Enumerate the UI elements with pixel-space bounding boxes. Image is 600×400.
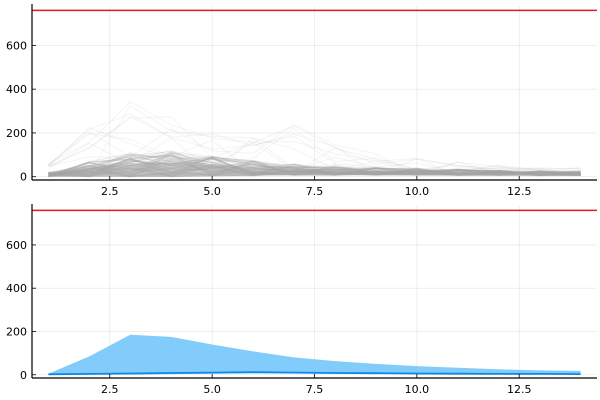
top-panel-ensemble-chart: 2.5 5.0 7.5 10.0 12.5 0 200 400 600	[6, 4, 597, 198]
x-tick-label: 5.0	[203, 185, 221, 198]
y-tick-label: 600	[6, 39, 27, 52]
x-tick-label: 2.5	[101, 383, 119, 396]
ensemble-trace	[48, 157, 581, 177]
ensemble-trace	[48, 127, 581, 172]
ensemble-trace	[48, 159, 581, 177]
x-tick-label: 5.0	[203, 383, 221, 396]
ensemble-trace	[48, 151, 581, 176]
ensemble-bulk	[48, 162, 581, 177]
x-tick-label: 7.5	[306, 185, 324, 198]
bottom-panel-band-chart: 2.5 5.0 7.5 10.0 12.5 0 200 400 600	[6, 204, 597, 396]
x-tick-label: 7.5	[306, 383, 324, 396]
ensemble-trace	[48, 152, 581, 177]
ensemble-trace	[48, 101, 581, 175]
y-tick-label: 0	[20, 171, 27, 184]
y-tick-label: 200	[6, 325, 27, 338]
x-tick-label: 2.5	[101, 185, 119, 198]
ensemble-trace	[48, 125, 581, 171]
ensemble-trace	[48, 124, 581, 176]
x-tick-label: 12.5	[507, 383, 532, 396]
confidence-band	[48, 334, 581, 375]
y-tick-label: 600	[6, 239, 27, 252]
median-line	[48, 371, 581, 376]
ensemble-trace	[48, 137, 581, 176]
ensemble-trace	[48, 116, 581, 175]
y-tick-label: 400	[6, 83, 27, 96]
x-tick-label: 10.0	[405, 383, 430, 396]
y-tick-label: 400	[6, 282, 27, 295]
ensemble-trace	[48, 105, 581, 175]
ensemble-trace	[48, 157, 581, 177]
x-tick-label: 10.0	[405, 185, 430, 198]
x-tick-label: 12.5	[507, 185, 532, 198]
ensemble-trace	[48, 116, 581, 176]
ensemble-traces	[48, 101, 581, 178]
y-tick-label: 200	[6, 127, 27, 140]
ensemble-trace	[48, 113, 581, 176]
y-tick-label: 0	[20, 369, 27, 382]
ensemble-trace	[48, 159, 581, 177]
ensemble-trace	[48, 133, 581, 175]
